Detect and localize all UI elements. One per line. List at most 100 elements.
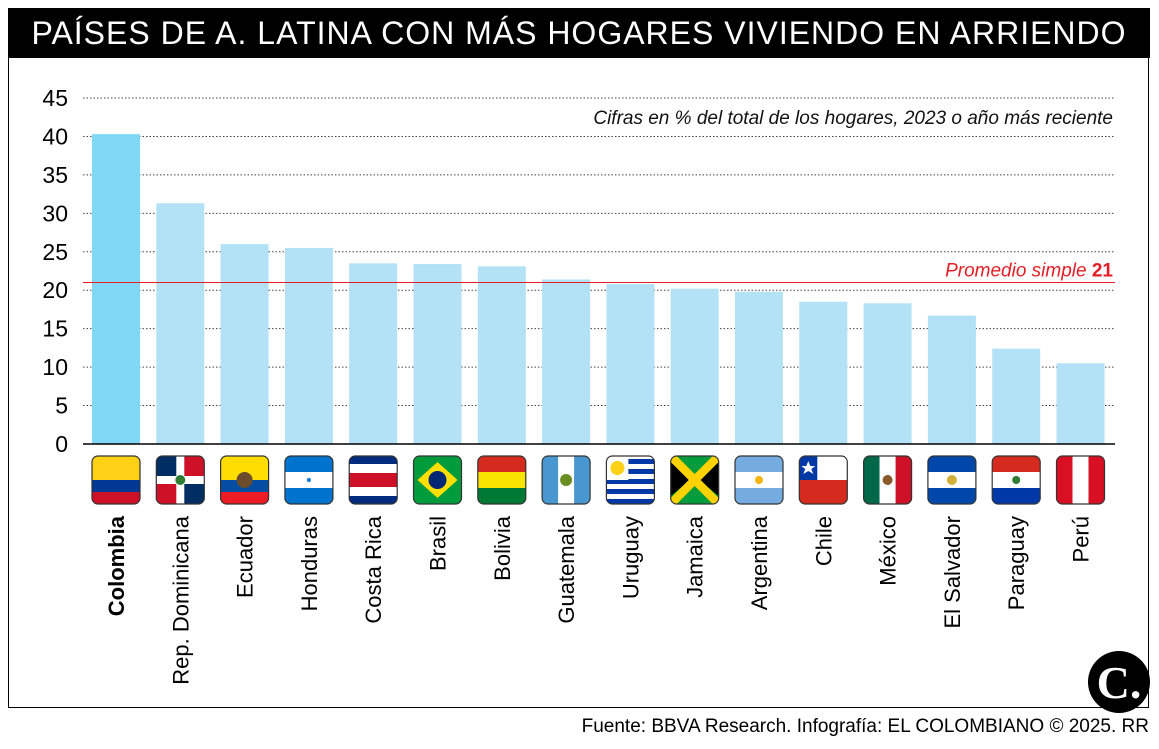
flag-jamaica [670, 455, 720, 505]
category-label: Ecuador [233, 516, 258, 598]
chart-subtitle: Cifras en % del total de los hogares, 20… [593, 108, 1113, 129]
flag-fill [349, 456, 398, 504]
bar-chart: 0 5 10 15 20 25 30 35 40 45 Cifras en % del total … [42, 85, 1115, 685]
chart-title: PAÍSES DE A. LATINA CON MÁS HOGARES VIVI… [8, 8, 1150, 58]
flag-fill [927, 456, 976, 504]
flag-fill [542, 456, 591, 504]
flag-stripe [799, 480, 848, 504]
flag-stripe [477, 472, 526, 488]
flag-border [348, 455, 398, 505]
flag-stripe [735, 456, 783, 472]
flag-costa-rica [348, 455, 398, 505]
bar [477, 266, 526, 444]
bar [156, 203, 205, 444]
bar [1056, 363, 1105, 444]
flag-emblem [946, 475, 957, 485]
flag-stripe [606, 489, 655, 494]
category-label: Bolivia [490, 515, 515, 581]
average-label: Promedio simple 21 [945, 261, 1113, 282]
bar [606, 284, 655, 444]
flag-emblem [175, 475, 186, 485]
bar [992, 348, 1041, 444]
flag-honduras [284, 455, 334, 505]
bar [927, 315, 976, 444]
flag-stripe [220, 492, 269, 504]
flag-emblem [306, 478, 311, 482]
flag-border [412, 455, 463, 505]
flag-stripe [606, 469, 655, 474]
flag-emblem [882, 475, 893, 485]
flag-emblem [295, 468, 300, 472]
flag-dominican-republic [155, 455, 205, 505]
flag-stripe [606, 459, 655, 464]
flag-border [927, 455, 977, 505]
y-tick-label: 20 [42, 277, 68, 303]
y-tick-label: 45 [42, 85, 68, 111]
flag-fill [735, 456, 783, 504]
flag-emblem [560, 474, 573, 486]
y-tick-label: 40 [42, 123, 68, 149]
category-label: Jamaica [683, 515, 708, 598]
flag-stripe [895, 456, 912, 504]
average-label-text: Promedio simple [945, 261, 1092, 282]
bar [670, 288, 719, 444]
category-label: El Salvador [940, 516, 965, 629]
flag-colombia [91, 455, 141, 505]
flag-border [991, 455, 1041, 505]
flag-stripe [606, 479, 655, 484]
bar [413, 264, 462, 444]
flag-stripe [735, 488, 783, 504]
bar [284, 247, 333, 444]
flag-stripe [156, 484, 177, 504]
flag-stripe [992, 488, 1041, 504]
flag-shape [801, 461, 816, 474]
flag-emblem [428, 471, 447, 489]
category-label: Perú [1069, 516, 1094, 562]
flag-chile [798, 455, 848, 505]
flag-fill [606, 456, 655, 504]
flag-stripe [863, 456, 880, 504]
flag-emblem [317, 468, 322, 472]
flag-emblem [755, 476, 763, 484]
flag-stripe [156, 456, 177, 476]
bar [542, 279, 591, 444]
category-label: Honduras [297, 516, 322, 611]
flag-fill [156, 456, 205, 504]
flag-paraguay [991, 455, 1041, 505]
flag-ecuador [220, 455, 270, 505]
category-label: Guatemala [554, 515, 579, 623]
flag-emblem [295, 488, 300, 492]
y-tick-label: 35 [42, 162, 68, 188]
bar [349, 263, 398, 444]
flag-brazil [412, 455, 463, 505]
bar [92, 134, 140, 444]
flag-emblem [1012, 476, 1021, 484]
flag-fill [1056, 456, 1105, 504]
flag-fill [220, 456, 269, 504]
flag-peru [1055, 455, 1106, 505]
y-tick-label: 15 [42, 316, 68, 342]
flag-stripe [92, 480, 140, 492]
flag-border [155, 455, 205, 505]
flag-emblem [610, 461, 625, 475]
flag-fill [92, 456, 140, 504]
flag-el-salvador [927, 455, 977, 505]
y-tick-label: 0 [55, 431, 68, 457]
flag-emblem [317, 488, 322, 492]
flag-shape [670, 456, 719, 504]
chart-frame: 0 5 10 15 20 25 30 35 40 45 Cifras en % del total … [8, 58, 1149, 708]
y-tick-label: 25 [42, 239, 68, 265]
y-tick-label: 30 [42, 200, 68, 226]
flag-emblem [236, 472, 253, 488]
flag-stripe [1088, 456, 1105, 504]
flag-border [798, 455, 848, 505]
flag-stripe [349, 473, 398, 487]
y-tick-label: 5 [55, 393, 68, 419]
flag-border [734, 455, 784, 505]
flag-mexico [862, 455, 913, 505]
flag-border [541, 455, 591, 505]
flag-border [605, 455, 656, 505]
flag-border [670, 455, 720, 505]
flag-stripe [184, 484, 205, 504]
flag-border [862, 455, 913, 505]
